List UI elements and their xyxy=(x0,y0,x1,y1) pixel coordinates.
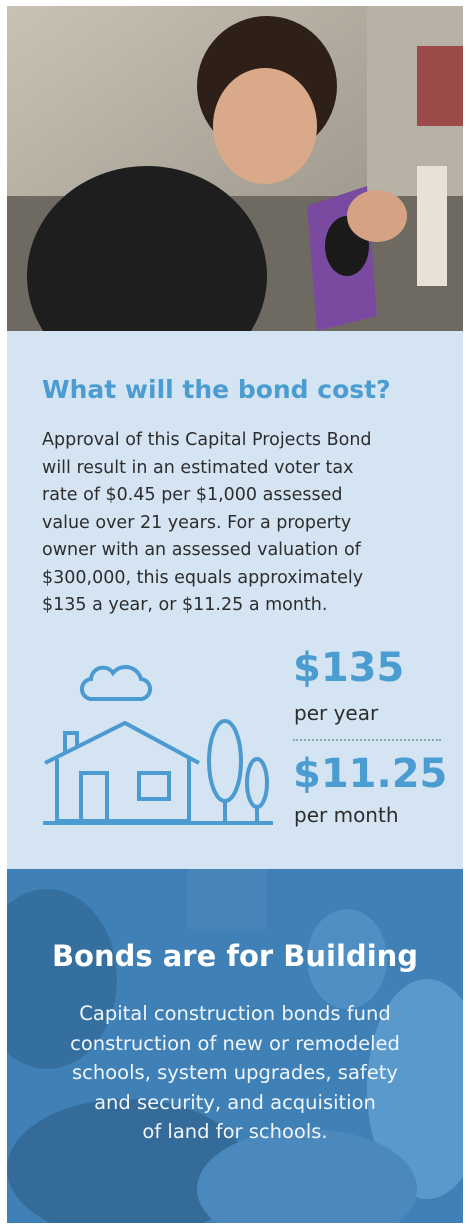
yearly-label: per year xyxy=(294,701,378,725)
text-line: construction of new or remodeled xyxy=(7,1029,463,1059)
house-icon xyxy=(43,661,273,831)
monthly-amount: $11.25 xyxy=(293,751,447,797)
text-line: $135 a year, or $11.25 a month. xyxy=(42,592,372,620)
building-section: Bonds are for Building Capital construct… xyxy=(7,869,463,1223)
page: What will the bond cost? Approval of thi… xyxy=(0,0,470,1229)
yearly-amount: $135 xyxy=(293,645,404,691)
text-line: will result in an estimated voter tax xyxy=(42,455,372,483)
text-line: owner with an assessed valuation of xyxy=(42,537,372,565)
text-line: schools, system upgrades, safety xyxy=(7,1058,463,1088)
section-title: What will the bond cost? xyxy=(42,375,391,404)
text-line: Approval of this Capital Projects Bond xyxy=(42,427,372,455)
photo xyxy=(7,6,463,331)
text-line: value over 21 years. For a property xyxy=(42,510,372,538)
text-line: $300,000, this equals approximately xyxy=(42,565,372,593)
section-title: Bonds are for Building xyxy=(7,939,463,973)
text-line: of land for schools. xyxy=(7,1117,463,1147)
text-line: rate of $0.45 per $1,000 assessed xyxy=(42,482,372,510)
text-line: and security, and acquisition xyxy=(7,1088,463,1118)
text-line: Capital construction bonds fund xyxy=(7,999,463,1029)
monthly-label: per month xyxy=(294,803,399,827)
divider xyxy=(293,739,441,741)
cost-section: What will the bond cost? Approval of thi… xyxy=(7,331,463,869)
